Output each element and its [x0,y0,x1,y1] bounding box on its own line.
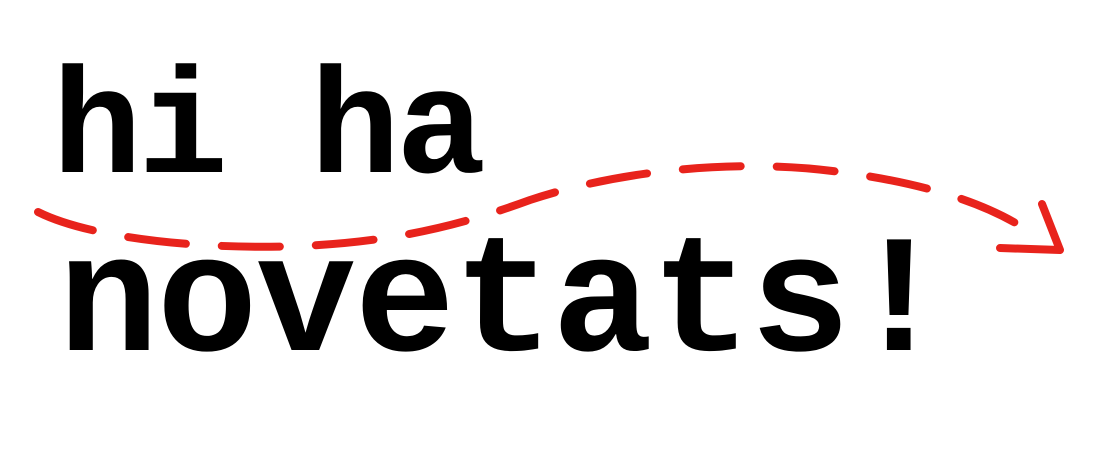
logo-text-line2: novetats! [58,211,949,401]
logo-text-line1: hi ha [52,48,486,218]
dashed-arrow-path [34,162,1034,251]
arrowhead [996,200,1064,254]
